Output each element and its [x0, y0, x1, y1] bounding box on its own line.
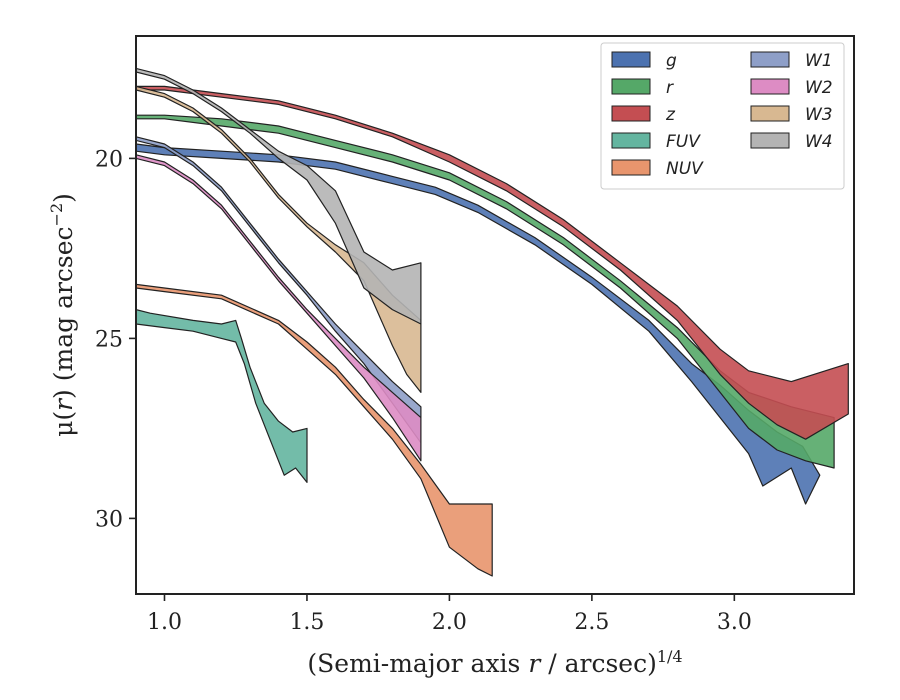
- legend-swatch: [750, 105, 790, 122]
- legend-label: W1: [805, 51, 833, 71]
- legend-swatch: [611, 51, 651, 68]
- series-band-fuv: [136, 309, 308, 483]
- legend-label: z: [665, 105, 676, 125]
- plot-frame: [135, 35, 855, 595]
- y-tick-label: 20: [95, 147, 123, 172]
- legend-item-nuv: NUV: [611, 159, 704, 179]
- legend-item-g: g: [611, 51, 677, 71]
- legend-swatch: [611, 105, 651, 122]
- legend-swatch: [611, 78, 651, 95]
- legend-item-w3: W3: [750, 105, 833, 125]
- legend-label: NUV: [666, 159, 704, 179]
- series-band-r: [136, 114, 835, 469]
- x-tick-label: 1.0: [147, 610, 182, 635]
- y-axis-label: μ(r) (mag arcsec−2): [47, 193, 78, 437]
- series-band-g: [136, 143, 821, 505]
- x-axis: 1.0 1.5 2.0 2.5 3.0: [147, 594, 752, 635]
- legend-label: g: [666, 51, 677, 71]
- series-band-w3: [136, 85, 422, 393]
- legend-label: FUV: [666, 132, 701, 152]
- legend-swatch: [750, 78, 790, 95]
- x-axis-label: (Semi-major axis r / arcsec)1/4: [307, 647, 682, 678]
- legend-label: W2: [805, 78, 833, 98]
- x-tick-label: 1.5: [289, 610, 324, 635]
- legend-swatch: [611, 132, 651, 149]
- x-tick-label: 2.5: [574, 610, 609, 635]
- series-layer: [136, 67, 849, 577]
- legend-item-z: z: [611, 105, 676, 125]
- y-tick-label: 25: [95, 327, 123, 352]
- legend-item-r: r: [611, 78, 674, 98]
- y-axis: 20 25 30: [95, 147, 136, 532]
- series-band-z: [136, 85, 849, 440]
- legend-label: r: [666, 78, 674, 98]
- series-band-w2: [136, 154, 422, 462]
- legend-swatch: [750, 132, 790, 149]
- legend-item-w1: W1: [750, 51, 833, 71]
- legend-swatch: [611, 159, 651, 176]
- x-tick-label: 2.0: [432, 610, 467, 635]
- legend-item-w2: W2: [750, 78, 833, 98]
- series-band-w4: [136, 67, 422, 325]
- y-tick-label: 30: [95, 507, 123, 532]
- legend-item-w4: W4: [750, 132, 833, 152]
- x-tick-label: 3.0: [717, 610, 752, 635]
- series-band-nuv: [136, 283, 493, 577]
- legend-swatch: [750, 51, 790, 68]
- legend-item-fuv: FUV: [611, 132, 701, 152]
- legend-label: W4: [805, 132, 833, 152]
- legend: grz FUV NUV W1 W2 W3 W4: [600, 42, 845, 190]
- legend-label: W3: [805, 105, 833, 125]
